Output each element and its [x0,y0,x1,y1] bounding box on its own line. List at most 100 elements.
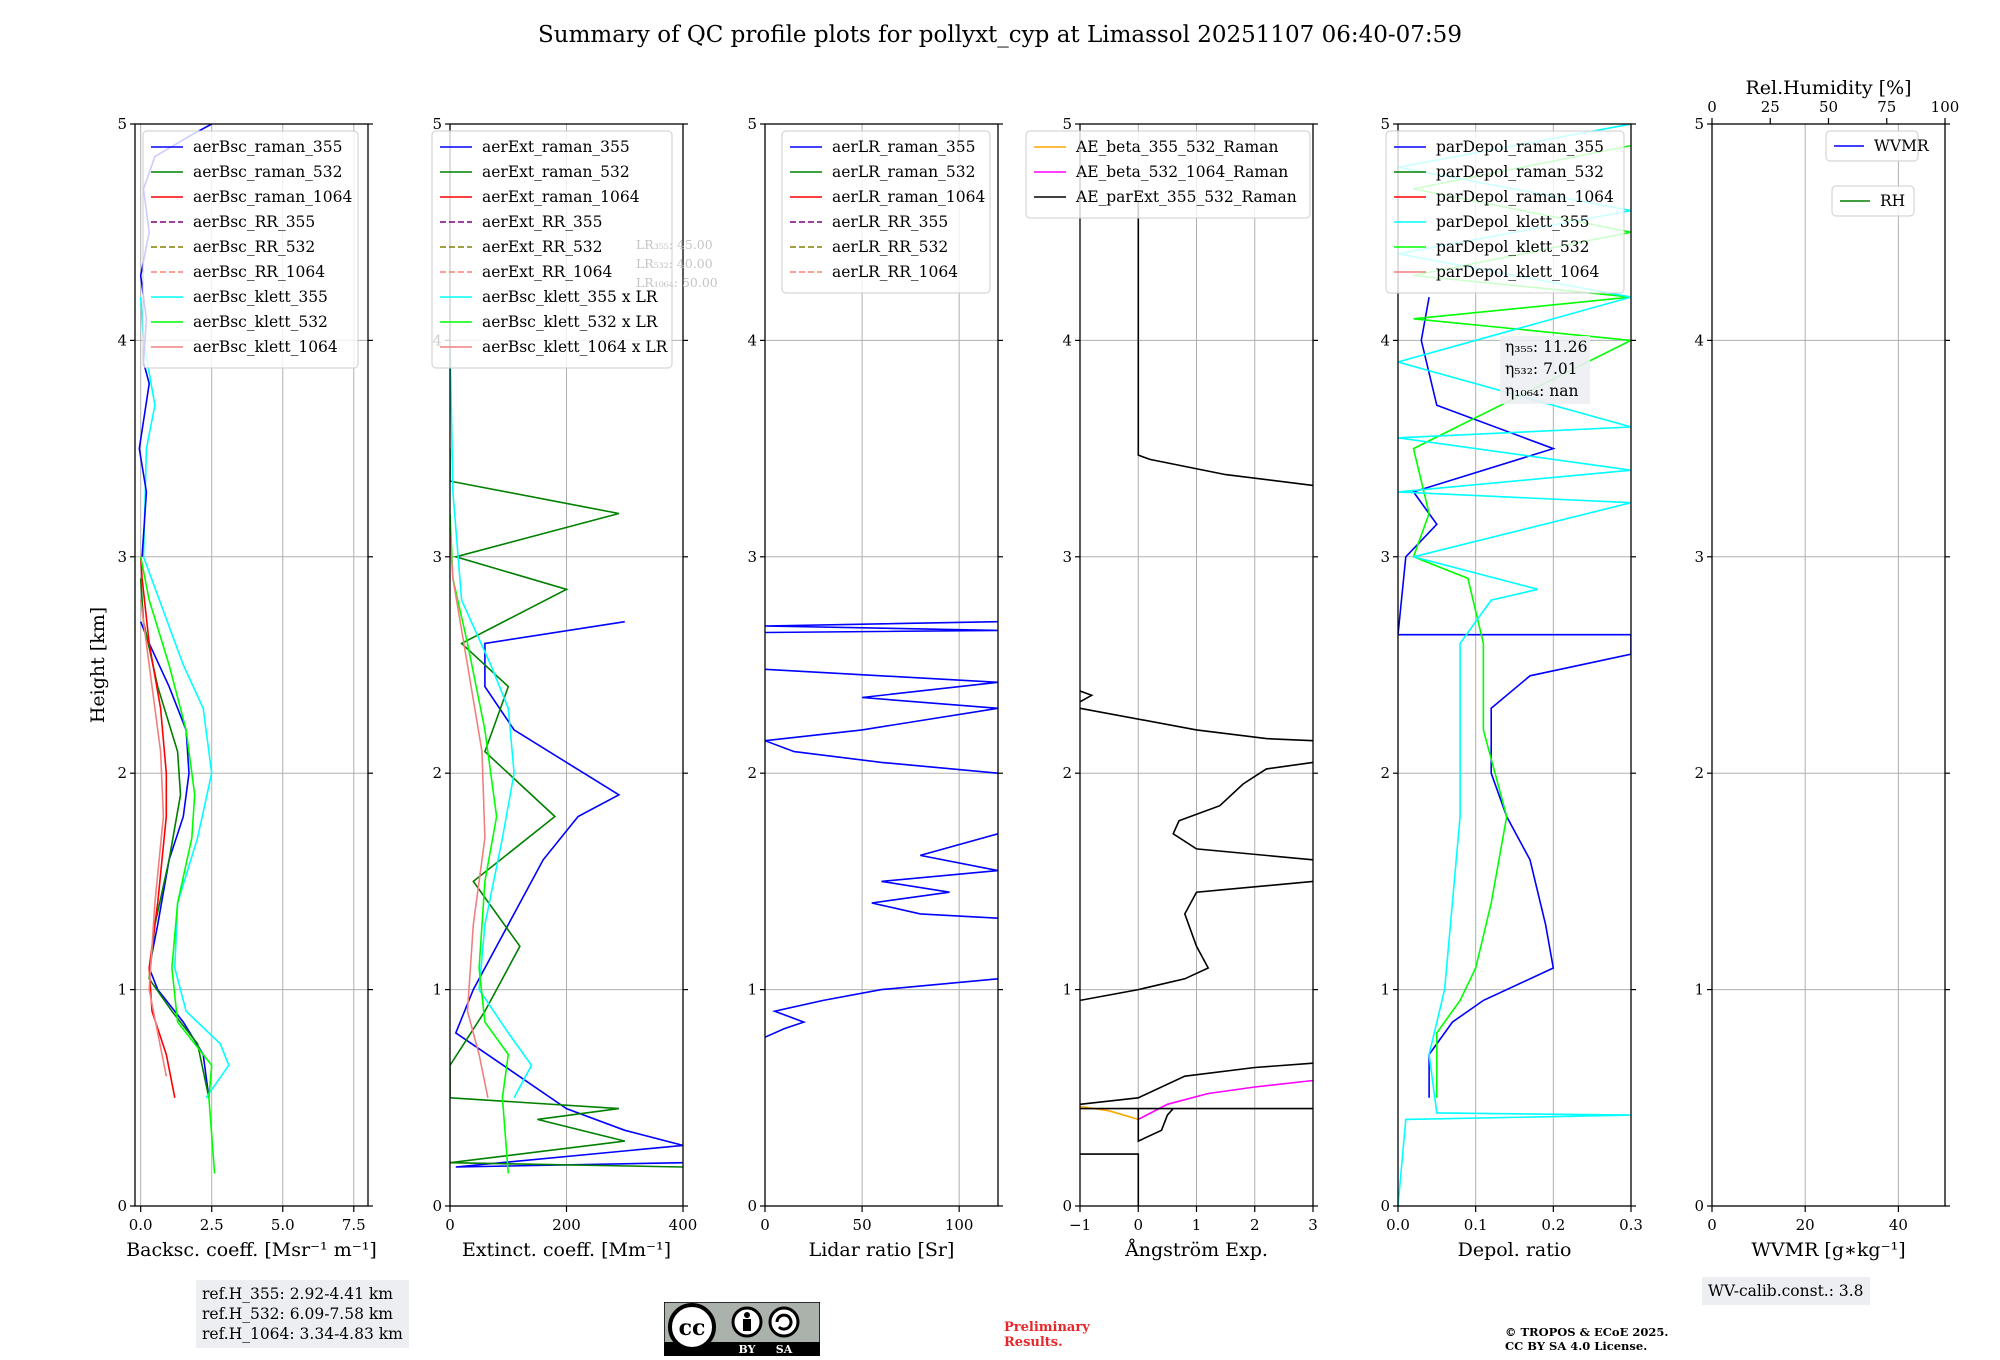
cc-by-label: BY [739,1343,756,1356]
series-line-AE_parExt_355_532_Raman_f [1080,707,1313,742]
x-tick-label: 400 [669,1216,698,1234]
y-tick-label: 3 [432,548,442,566]
series-line-AE_parExt_355_532_Raman_b [1080,1107,1313,1143]
x2-axis-label: Rel.Humidity [%] [1745,77,1911,99]
preliminary-line-1: Preliminary [1004,1320,1090,1335]
y-tick-label: 4 [117,331,127,349]
legend-label: aerBsc_RR_532 [193,238,315,256]
eta-value: η₃₅₅: 11.26 [1505,338,1587,356]
legend-label: aerBsc_klett_1064 x LR [482,338,669,356]
ref-height-1064: ref.H_1064: 3.34-4.83 km [202,1325,403,1343]
x2-tick-label: 100 [1931,98,1960,116]
legend-label: aerBsc_klett_355 [193,288,328,306]
axes-frame [1397,123,1632,1207]
legend-label: aerLR_raman_1064 [832,188,985,206]
legend-label: RH [1880,192,1905,210]
lr-note: LR₁₀₆₄: 50.00 [636,275,718,290]
y-tick-label: 0 [747,1197,757,1215]
x-tick-label: 0.0 [1386,1216,1410,1234]
series-line-aerExt_raman_532 [450,448,683,1168]
x2-tick-label: 25 [1761,98,1780,116]
legend-label: aerBsc_RR_1064 [193,263,325,281]
axes-frame [134,123,369,1207]
x-tick-label: 100 [945,1216,974,1234]
legend: WVMR RH [1825,130,1930,217]
ref-height-355: ref.H_355: 2.92-4.41 km [202,1285,393,1303]
y-tick-label: 2 [117,764,127,782]
series-line-aerLR_raman_355 [765,978,998,1038]
y-tick-label: 5 [117,115,127,133]
legend-label: aerExt_raman_1064 [482,188,640,206]
series-line-aerBsc_raman_355 [139,621,210,1098]
legend-label: aerBsc_klett_532 [193,313,328,331]
series-line-aerLR_raman_355_b [871,833,998,919]
y-tick-label: 1 [747,981,757,999]
y-tick-label: 0 [432,1197,442,1215]
axes-frame [764,123,999,1207]
y-tick-label: 4 [1062,331,1072,349]
x-axis-label: Ångström Exp. [1124,1239,1268,1261]
legend-label: aerExt_raman_355 [482,138,630,156]
y-tick-label: 2 [432,764,442,782]
legend-label: parDepol_klett_532 [1436,238,1589,256]
y-tick-label: 0 [1380,1197,1390,1215]
legend-label: aerExt_RR_355 [482,213,603,231]
legend-label: aerBsc_klett_1064 [193,338,338,356]
y-tick-label: 0 [1062,1197,1072,1215]
legend-label: parDepol_raman_532 [1436,163,1604,181]
legend-label: aerLR_RR_355 [832,213,948,231]
y-tick-label: 1 [117,981,127,999]
x-tick-label: 2.5 [200,1216,224,1234]
legend-label: parDepol_raman_1064 [1436,188,1614,206]
x-tick-label: 0 [445,1216,455,1234]
x-tick-label: 50 [853,1216,872,1234]
legend-label: WVMR [1874,137,1930,155]
series-line-aerLR_raman_355_c [765,668,998,774]
legend-label: parDepol_raman_355 [1436,138,1604,156]
legend: AE_beta_355_532_Raman AE_beta_532_1064_Ra… [1025,130,1311,219]
x-axis-label: Lidar ratio [Sr] [809,1239,955,1261]
x-tick-label: 2 [1250,1216,1260,1234]
series-line-AE_parExt_355_532_Raman_g [1080,690,1094,703]
series-line-aerBsc_klett_355 x LR [450,340,533,1099]
legend: aerExt_raman_355 aerExt_raman_532 aerExt_r… [431,130,673,369]
y-tick-label: 5 [1694,115,1704,133]
series-line-aerBsc_klett_355 [139,297,230,1099]
legend-label: AE_parExt_355_532_Raman [1075,188,1297,206]
legend-label: aerLR_raman_532 [832,163,975,181]
legend-label: aerBsc_raman_1064 [193,188,353,206]
chart-extinction: 0200400012345Extinct. coeff. [Mm⁻¹]aerEx… [431,115,718,1261]
legend-label: aerBsc_raman_355 [193,138,343,156]
eta-box [1500,336,1590,404]
x-tick-label: 7.5 [342,1216,366,1234]
x-tick-label: 20 [1796,1216,1815,1234]
y-tick-label: 1 [1694,981,1704,999]
legend-label: aerBsc_raman_532 [193,163,343,181]
y-tick-label: 3 [1694,548,1704,566]
legend-label: aerBsc_klett_532 x LR [482,313,659,331]
y-tick-label: 0 [117,1197,127,1215]
x-tick-label: 0 [760,1216,770,1234]
y-tick-label: 2 [1694,764,1704,782]
axes-frame [1711,123,1946,1207]
series-line-AE_parExt_355_532_Raman [1080,1153,1140,1206]
chart-depol: 0.0 0.1 0.2 0.3 0 1 2 3 4 5 Depol. ratio parDepol_r… [1380,115,1642,1261]
series-line-aerBsc_klett_1064 [139,599,168,1077]
legend-label: AE_beta_355_532_Raman [1075,138,1278,156]
legend-label: aerExt_RR_532 [482,238,603,256]
legend-label: aerBsc_klett_355 x LR [482,288,659,306]
legend-label: aerLR_RR_532 [832,238,948,256]
chart-lidar_ratio: 0 50 100 0 1 2 3 4 5 Lidar ratio [Sr] aerLR_raman_… [747,115,1003,1261]
legend-label: aerExt_raman_532 [482,163,630,181]
figure-title: Summary of QC profile plots for pollyxt_… [538,22,1462,48]
series-line-aerExt_raman_355 [454,620,683,1168]
cc-sa-label: SA [776,1343,793,1356]
y-tick-label: 0 [1694,1197,1704,1215]
y-tick-label: 2 [1062,764,1072,782]
chart-backscatter: 0.0 2.5 5.0 7.5 0 1 2 3 4 5 Backsc. coeff. [Msr⁻¹ … [87,115,377,1261]
wv-calib-box: WV-calib.const.: 3.8 [1702,1277,1870,1305]
x-tick-label: 0.1 [1464,1216,1488,1234]
legend-label: aerExt_RR_1064 [482,263,613,281]
